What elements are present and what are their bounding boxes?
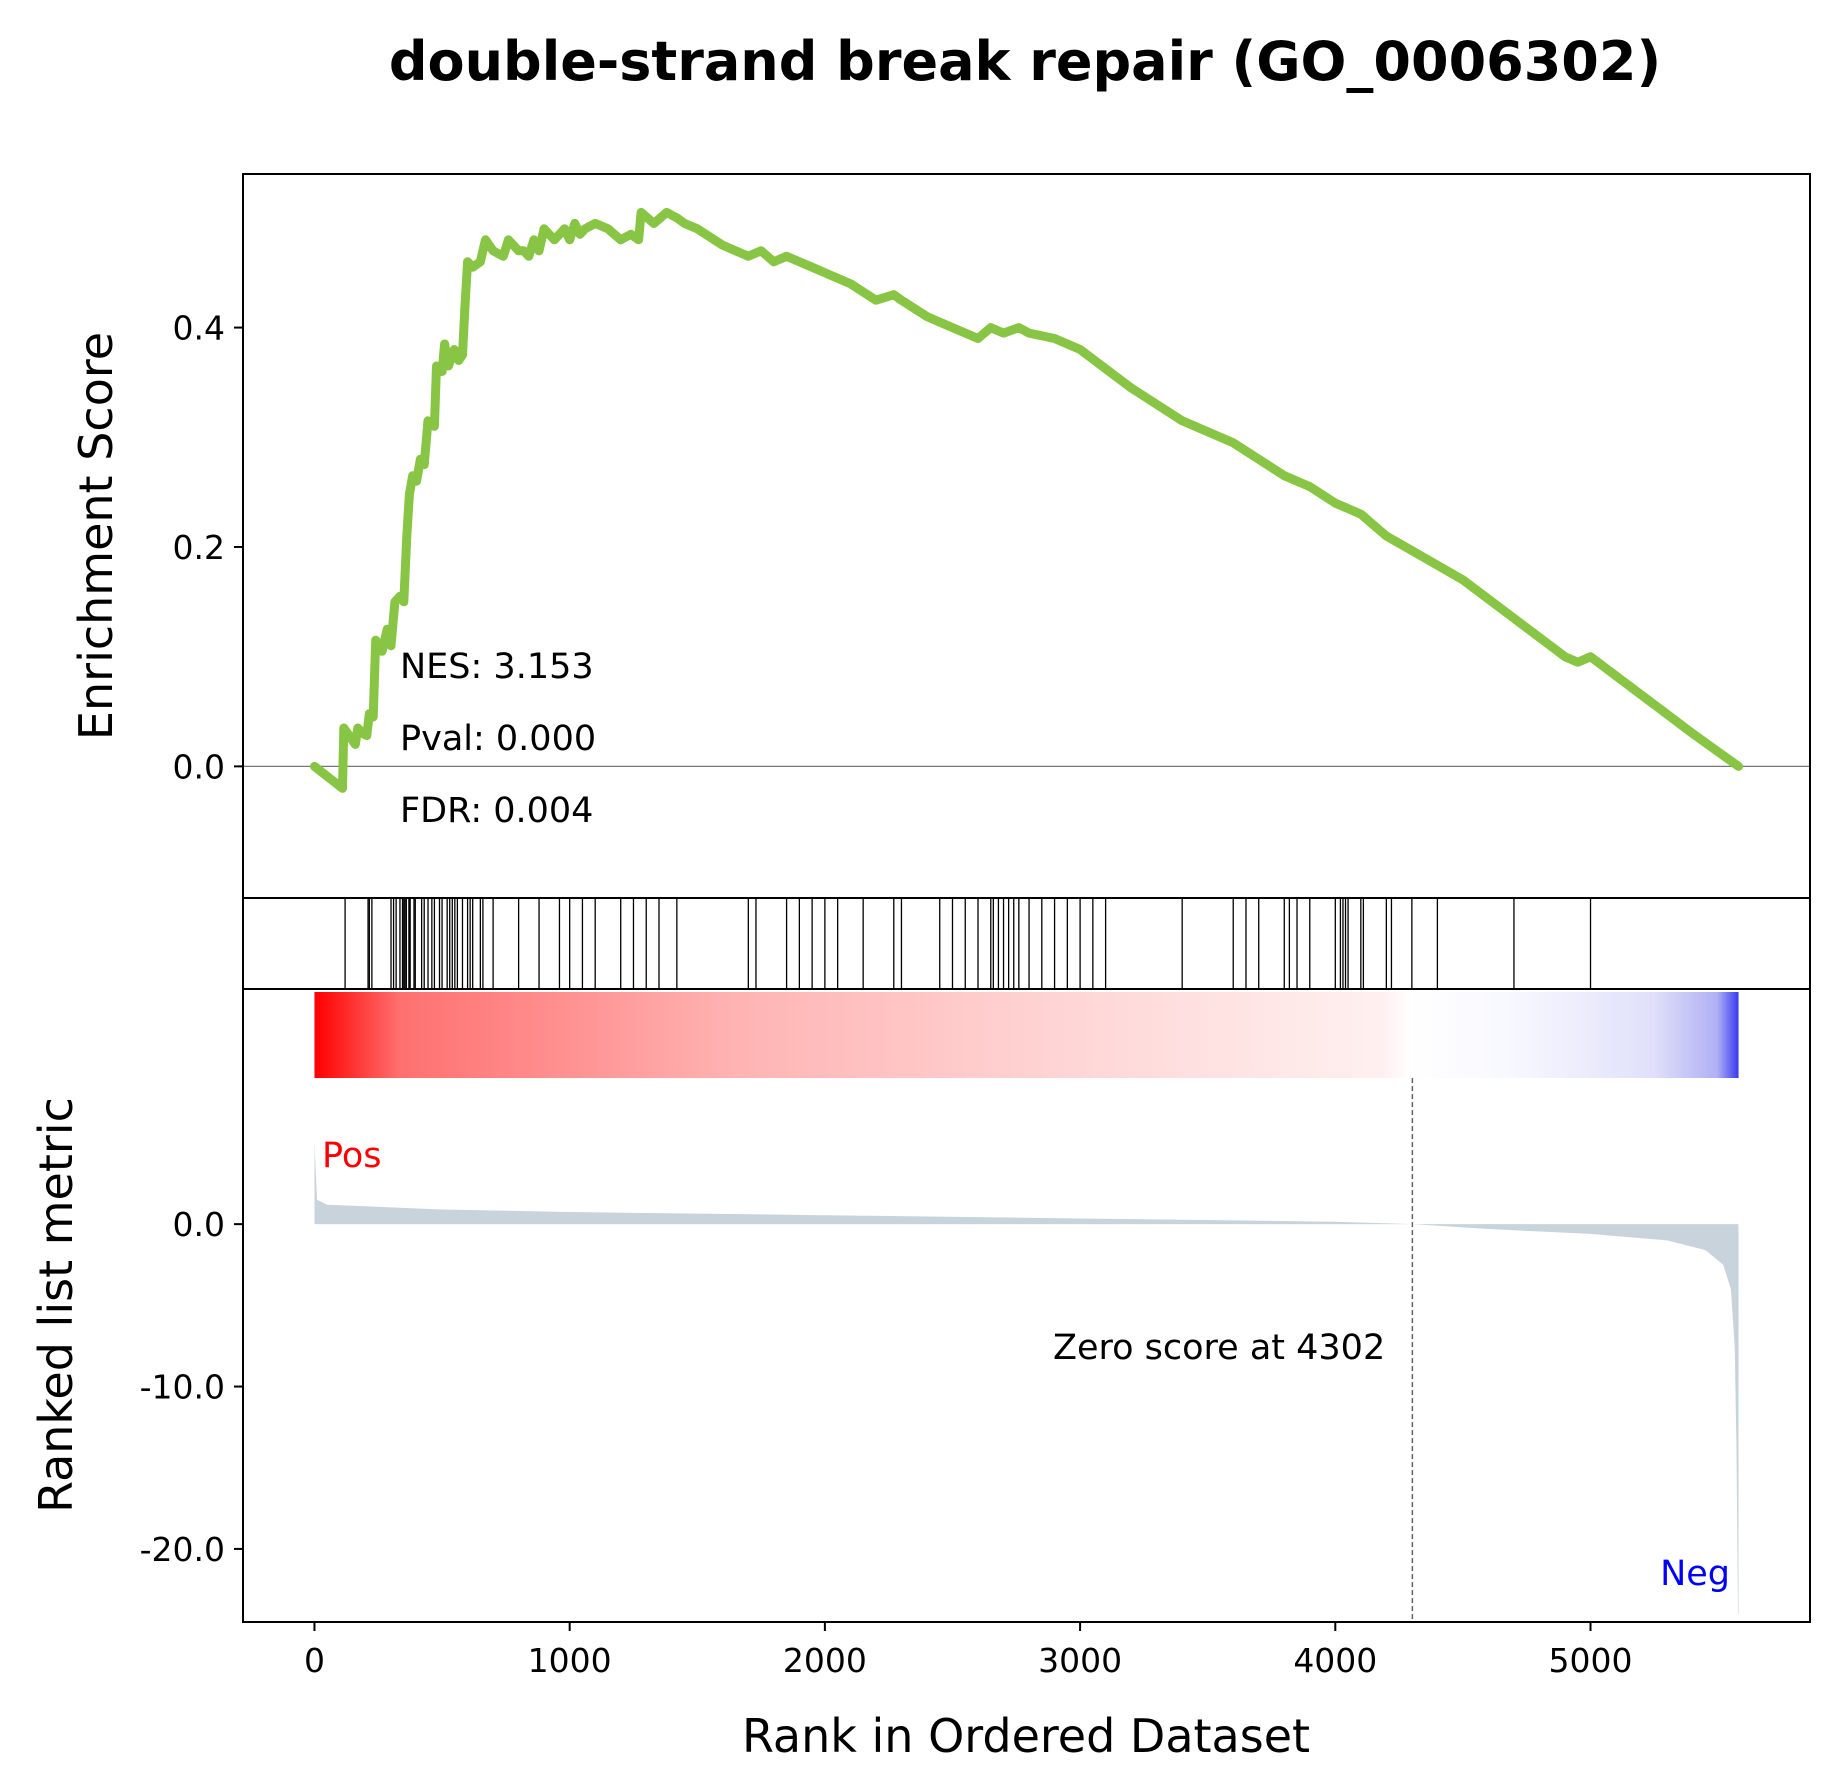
rank-y-axis-label: Ranked list metric <box>29 1097 83 1513</box>
hits-panel <box>242 897 1811 990</box>
neg-label: Neg <box>1660 1554 1730 1594</box>
x-tick-label: 3000 <box>1038 1641 1122 1680</box>
es-tick-label: 0.4 <box>173 309 225 348</box>
es-tick-label: 0.2 <box>173 528 225 567</box>
enrichment-score-panel: 0.0 0.2 0.4 NES: 3.153 Pval: 0.000 FDR: 0.… <box>173 173 1811 899</box>
rank-tick-label: -10.0 <box>140 1368 225 1407</box>
rank-color-bar <box>314 992 1739 1078</box>
es-tick-label: 0.0 <box>173 747 225 786</box>
es-y-axis-label: Enrichment Score <box>69 332 123 740</box>
rank-y-ticks: 0.0 -10.0 -20.0 <box>140 1205 243 1569</box>
x-tick-label: 4000 <box>1293 1641 1377 1680</box>
stat-fdr: FDR: 0.004 <box>400 791 593 831</box>
stat-pval: Pval: 0.000 <box>400 719 596 759</box>
zero-score-label: Zero score at 4302 <box>1053 1328 1385 1368</box>
es-panel-frame <box>242 173 1811 899</box>
x-tick-label: 5000 <box>1549 1641 1633 1680</box>
es-line <box>310 207 1743 793</box>
x-tick-label: 2000 <box>783 1641 867 1680</box>
x-axis-label: Rank in Ordered Dataset <box>742 1709 1310 1763</box>
rank-tick-label: 0.0 <box>173 1205 225 1244</box>
gene-hit-lines <box>344 899 1592 988</box>
chart-title: double-strand break repair (GO_0006302) <box>389 30 1661 93</box>
rank-panel-frame <box>242 989 1811 1623</box>
es-y-ticks: 0.0 0.2 0.4 <box>173 309 243 786</box>
x-tick-label: 0 <box>304 1641 325 1680</box>
ranked-metric-area <box>314 1143 1739 1614</box>
stat-nes: NES: 3.153 <box>400 647 594 687</box>
ranked-metric-panel: Zero score at 4302 Pos Neg 0.0 -10.0 -20.0… <box>140 989 1811 1680</box>
x-tick-label: 1000 <box>528 1641 612 1680</box>
x-ticks: 0 1000 2000 3000 4000 5000 <box>304 1622 1633 1680</box>
pos-label: Pos <box>322 1136 382 1176</box>
rank-tick-label: -20.0 <box>140 1530 225 1569</box>
hits-panel-frame <box>242 897 1811 990</box>
